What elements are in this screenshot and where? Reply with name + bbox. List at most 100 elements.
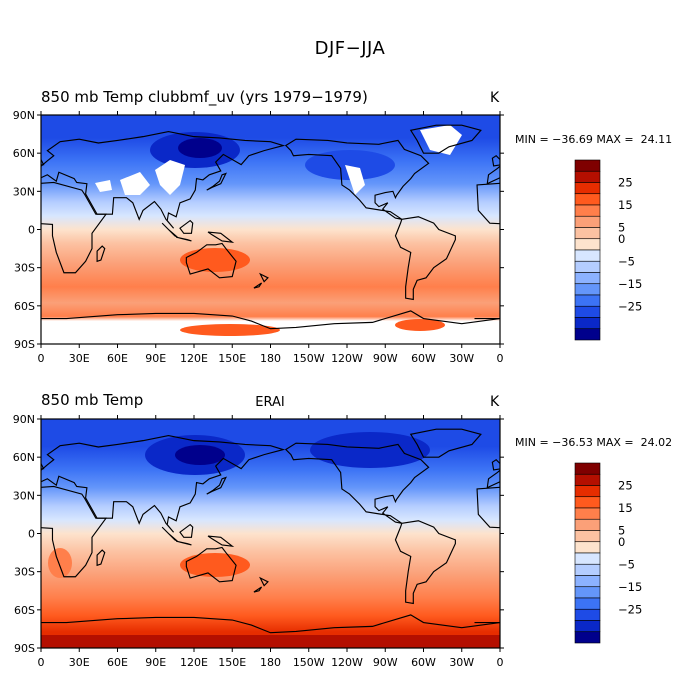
lat-tick-label: 90S [14,642,35,655]
warm-antarctica [395,319,445,331]
panel-title-center: ERAI [255,395,285,410]
lat-tick-label: 30S [14,262,35,275]
colorbar-label: −15 [618,277,642,291]
lon-tick-label: 60E [107,656,128,669]
colorbar-swatch [574,597,601,610]
lon-tick-label: 30W [449,656,474,669]
lon-tick-label: 150E [218,352,246,365]
colorbar-swatch [574,159,601,172]
colorbar-swatch [574,575,601,588]
lat-tick-label: 30N [13,489,35,502]
lon-tick-label: 0 [38,656,45,669]
warm-australia [180,248,250,272]
lon-tick-label: 30W [449,352,474,365]
lon-tick-label: 0 [497,656,504,669]
lon-tick-label: 120W [331,656,363,669]
colorbar-swatch [574,552,601,565]
panel-units: K [490,90,500,106]
colorbar-swatch [574,530,601,543]
colorbar-swatch [574,485,601,498]
lon-tick-label: 60W [411,656,436,669]
lon-tick-label: 120W [331,352,363,365]
lon-tick-label: 150W [293,656,325,669]
figure-title: DJF−JJA [314,38,386,59]
colorbar-swatch [574,317,601,330]
colorbar-label: −15 [618,580,642,594]
colorbar-label: 0 [618,535,625,549]
colorbar-swatch [574,238,601,251]
colorbar-swatch [574,328,601,341]
lat-tick-label: 30S [14,566,35,579]
lon-tick-label: 120E [180,352,208,365]
colorbar-swatch [574,620,601,633]
panel-model: 850 mb Temp clubbmf_uv (yrs 1979−1979) K… [0,0,700,300]
lat-tick-label: 90S [14,338,35,351]
min-max-readout: MIN = −36.69 MAX = 24.11 [515,133,673,146]
colorbar-swatch [574,294,601,307]
lon-tick-label: 180 [260,656,281,669]
cold-core-america [310,432,430,468]
colorbar-swatch [574,283,601,296]
colorbar-label: −25 [618,602,642,616]
lat-tick-label: 60N [13,451,35,464]
lat-tick-label: 30N [13,185,35,198]
lon-tick-label: 90E [145,656,166,669]
lat-tick-label: 90N [13,413,35,426]
colorbar-swatch [574,249,601,262]
colorbar-swatch [574,305,601,318]
colorbar-swatch [574,462,601,475]
colorbar-label: 5 [618,524,625,538]
colorbar-swatch [574,272,601,285]
lon-tick-label: 150E [218,656,246,669]
min-max-readout: MIN = −36.53 MAX = 24.02 [515,436,673,449]
lon-tick-label: 0 [497,352,504,365]
lon-tick-label: 60E [107,352,128,365]
cold-core-america [305,150,395,180]
colorbar-label: −25 [618,299,642,313]
missing-data-region [120,172,150,195]
lat-tick-label: 0 [28,528,35,541]
warm-africa [48,548,72,578]
colorbar-1: 25 15 50 −5 −15 −25 [574,159,642,341]
lon-tick-label: 120E [180,656,208,669]
lon-tick-label: 90E [145,352,166,365]
colorbar-label: 25 [618,176,633,190]
colorbar-swatch [574,193,601,206]
colorbar-label: −5 [618,254,635,268]
warm-antarctica [180,324,280,336]
lat-tick-label: 90N [13,109,35,122]
colorbar-swatch [574,215,601,228]
colorbar-swatch [574,631,601,644]
lat-tick-label: 60N [13,147,35,160]
lat-tick-label: 0 [28,224,35,237]
colorbar-swatch [574,170,601,183]
colorbar-label: 15 [618,501,633,515]
colorbar-label: 25 [618,479,633,493]
lon-tick-label: 150W [293,352,325,365]
lon-tick-label: 60W [411,352,436,365]
colorbar-swatch [574,586,601,599]
colorbar-label: 5 [618,221,625,235]
lat-tick-label: 60S [14,300,35,313]
colorbar-swatch [574,227,601,240]
cold-core-siberia [175,445,225,465]
colorbar-swatch [574,473,601,486]
colorbar-2: 25 15 50 −5 −15 −25 [574,462,642,644]
lon-tick-label: 0 [38,352,45,365]
cold-core-siberia [178,138,222,158]
panel-units: K [490,394,500,410]
lon-tick-label: 90W [373,656,398,669]
colorbar-swatch [574,496,601,509]
warm-antarctica [41,635,500,648]
lon-tick-label: 90W [373,352,398,365]
colorbar-swatch [574,563,601,576]
colorbar-swatch [574,204,601,217]
lon-tick-label: 180 [260,352,281,365]
panel-title-left: 850 mb Temp clubbmf_uv (yrs 1979−1979) [41,88,368,106]
missing-data-greenland [420,125,462,155]
